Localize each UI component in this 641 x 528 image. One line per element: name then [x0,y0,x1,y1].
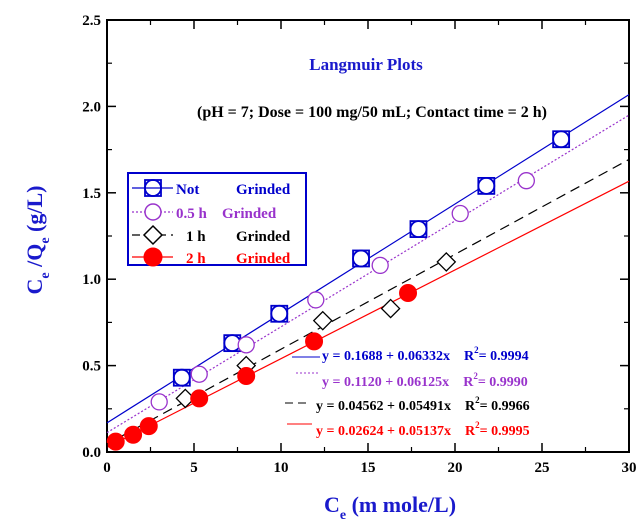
y-tick-label: 2.0 [82,99,101,115]
y-tick-label: 0.0 [82,445,101,461]
legend-label-1h-grinded-a: 1 h [186,229,206,245]
x-tick-label: 5 [190,460,198,476]
data-point-series-3 [399,284,418,303]
eq-text-1h-grinded: y = 0.04562 + 0.05491x R2= 0.9966 [316,395,530,414]
y-tick-label: 1.5 [82,186,101,202]
data-point-series-2 [380,298,401,319]
x-axis-label: Ce (m mole/L) [324,492,456,523]
data-point-series-1 [237,336,255,354]
chart-title: Langmuir Plots [309,55,423,74]
data-point-series-0 [409,220,428,238]
data-point-series-3 [106,432,125,451]
data-point-series-3 [237,366,256,385]
data-point-series-1 [517,172,535,190]
data-point-series-0 [172,368,191,387]
chart-subtitle: (pH = 7; Dose = 100 mg/50 mL; Contact ti… [197,104,547,121]
x-tick-label: 20 [448,460,463,476]
x-tick-label: 15 [361,460,376,476]
eq-text-not-grinded: y = 0.1688 + 0.06332x R2= 0.9994 [322,345,529,364]
data-point-series-2 [436,252,457,272]
data-point-series-0 [352,249,370,268]
data-point-series-0 [477,176,496,195]
y-tick-label: 1.0 [82,272,101,288]
data-point-series-2 [312,310,333,331]
legend-label-not-grinded-a: Not [176,182,199,198]
legend-marker-not-grinded-inner [144,179,162,197]
legend-marker-1h-grinded [142,224,164,246]
eq-text-0-5h-grinded: y = 0.1120 + 0.06125x R2= 0.9990 [322,371,528,390]
legend-label-0-5h-grinded-b: Grinded [222,206,277,222]
y-tick-label: 0.5 [82,359,101,375]
data-point-series-1 [451,204,469,223]
data-point-series-1 [307,291,325,309]
equation-key: y = 0.1688 + 0.06332x R2= 0.9994 y = 0.11… [285,345,530,439]
data-point-circle [409,220,428,238]
x-tick-label: 25 [535,460,550,476]
legend-marker-2h-grinded [143,247,163,267]
x-tick-label: 0 [103,460,111,476]
data-point-circle [477,176,496,195]
data-point-circle [352,249,370,268]
data-point-series-0 [270,304,289,323]
data-point-circle [552,130,571,149]
data-point-series-0 [552,130,571,149]
data-point-series-3 [190,389,209,408]
legend-label-0-5h-grinded-a: 0.5 h [176,206,208,222]
legend-label-not-grinded-b: Grinded [236,182,291,198]
x-tick-label: 30 [622,460,637,476]
data-point-series-1 [190,365,208,383]
legend: Not Grinded 0.5 h Grinded 1 h Grinded 2 … [127,172,307,267]
legend-label-2h-grinded-b: Grinded [236,251,291,267]
y-tick-label: 2.5 [82,13,101,29]
x-tick-label: 10 [274,460,289,476]
data-point-series-3 [139,417,158,436]
y-axis-label: Ce /Qe (g/L) [22,185,53,294]
data-point-circle [270,304,289,323]
data-point-series-3 [305,332,324,351]
legend-marker-0-5h-grinded [144,203,162,221]
eq-text-2h-grinded: y = 0.02624 + 0.05137x R2= 0.9995 [316,420,530,439]
data-point-series-1 [150,393,168,411]
data-point-circle [172,368,191,387]
data-point-series-3 [124,425,143,444]
data-point-series-1 [371,256,389,275]
legend-label-1h-grinded-b: Grinded [236,229,291,245]
legend-label-2h-grinded-a: 2 h [186,251,206,267]
